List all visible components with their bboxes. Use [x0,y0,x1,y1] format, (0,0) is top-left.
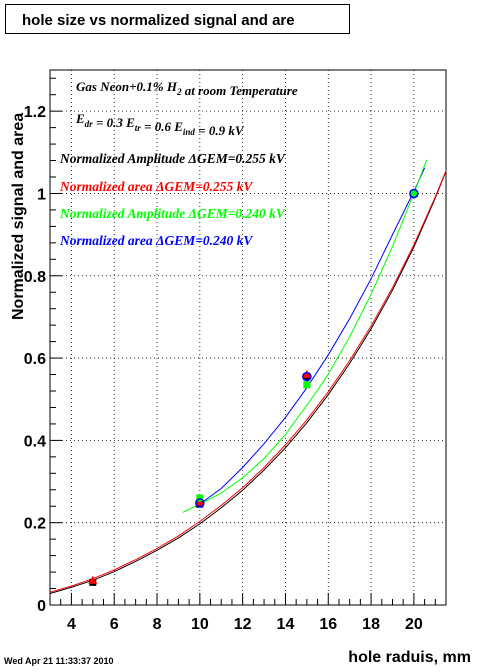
y-tick-label: 1 [37,186,46,203]
fit-curve [49,170,447,593]
x-axis: 4 6 8 10 12 14 16 18 20 [49,593,447,633]
legend-entry: Normalized area ΔGEM=0.255 kV [59,179,253,194]
x-tick-label: 4 [67,616,76,633]
legend-entry: Normalized area ΔGEM=0.240 kV [59,233,253,248]
annotation-gas: Gas Neon+0.1% H2 at room Temperature [76,79,298,98]
legend-entry: Normalized Amplitude ΔGEM=0.255 kV [59,151,286,166]
data-point [302,371,312,382]
timestamp: Wed Apr 21 11:33:37 2010 [4,656,114,666]
x-tick-label: 18 [362,616,380,633]
data-point [303,381,311,389]
legend-entry: Normalized Amplitude ΔGEM=0.240 kV [59,206,286,221]
annotations: Gas Neon+0.1% H2 at room Temperature Edr… [75,79,298,138]
data-points [88,188,419,586]
x-tick-label: 14 [277,616,295,633]
y-axis: 0 0.2 0.4 0.6 0.8 1 1.2 [24,77,62,615]
y-tick-label: 1.2 [24,104,46,121]
chart-title: hole size vs normalized signal and are [22,12,295,29]
x-tick-label: 6 [110,616,119,633]
data-point [88,575,98,584]
data-point [196,494,204,502]
fit-curves [49,159,447,594]
y-axis-label: Normalized signal and area [10,113,27,320]
y-tick-label: 0.4 [24,433,46,450]
data-point [409,188,419,199]
legend: Normalized Amplitude ΔGEM=0.255 kV Normal… [59,151,286,248]
fit-curve [195,167,426,508]
x-tick-label: 8 [153,616,162,633]
fit-curve [49,171,447,594]
y-tick-label: 0.8 [24,269,46,286]
x-axis-label: hole raduis, mm [348,649,471,666]
y-tick-label: 0.2 [24,516,46,533]
annotation-fields: Edr = 0.3 Etr = 0.6 Eind = 0.9 kV [75,111,245,138]
x-tick-label: 12 [234,616,252,633]
data-point [410,189,418,197]
y-tick-label: 0 [37,598,46,615]
data-point [195,497,205,506]
x-tick-label: 16 [319,616,337,633]
x-tick-label: 10 [191,616,209,633]
y-tick-label: 0.6 [24,351,46,368]
data-point [302,370,312,379]
title-box: hole size vs normalized signal and are [5,4,350,34]
plot-frame [49,69,447,606]
data-point [195,498,205,508]
fit-curve [182,159,428,513]
x-tick-label: 20 [405,616,423,633]
